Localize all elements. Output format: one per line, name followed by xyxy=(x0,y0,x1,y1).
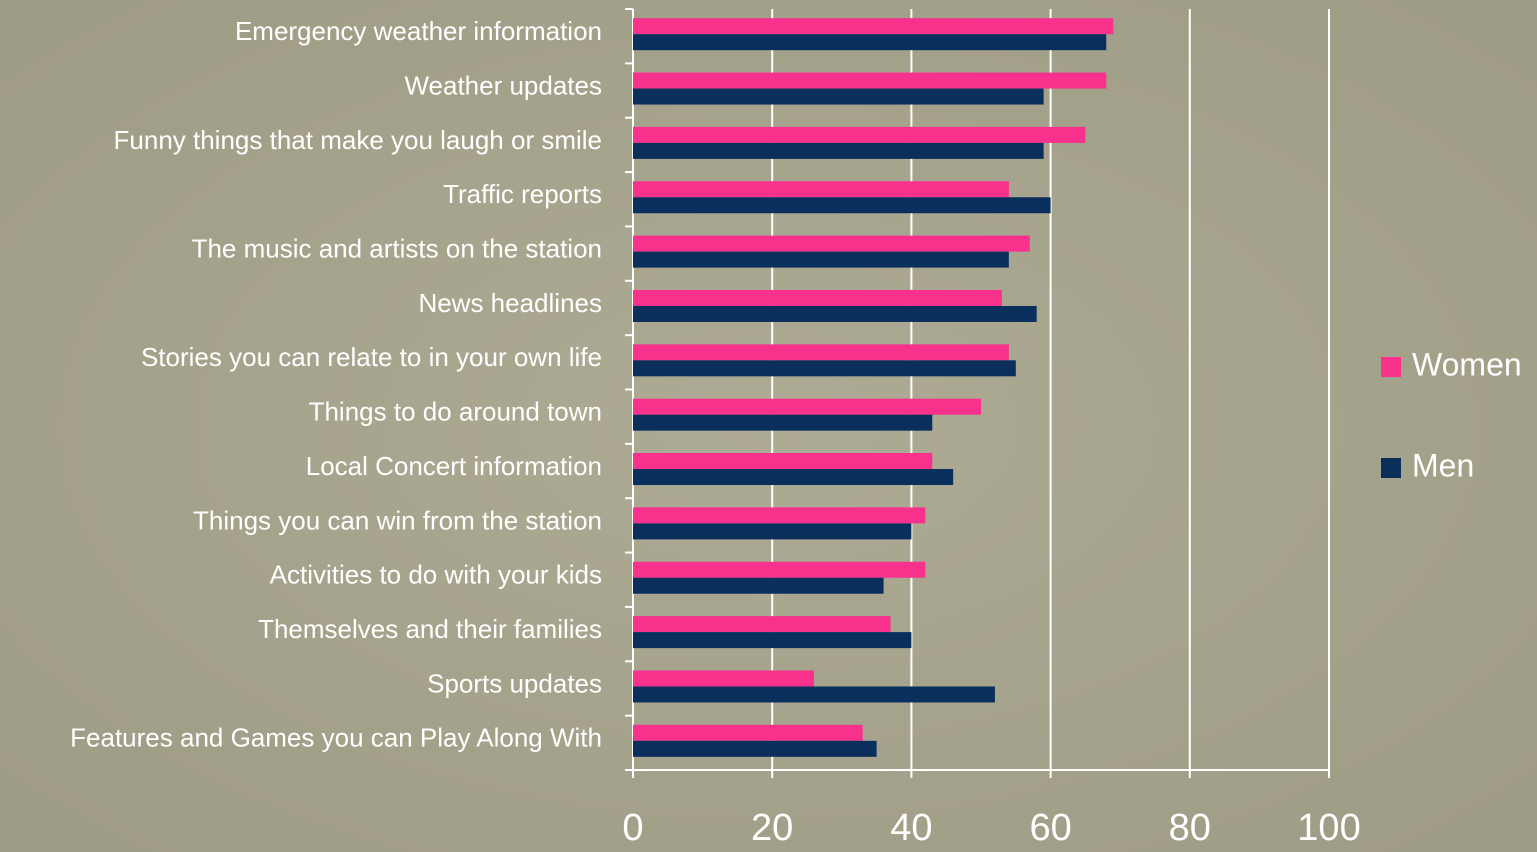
bar xyxy=(633,561,926,578)
legend-swatch xyxy=(1381,357,1401,377)
y-tick-label: Activities to do with your kids xyxy=(270,560,602,590)
x-tick-label: 100 xyxy=(1297,807,1360,849)
bar xyxy=(633,18,1114,35)
bar xyxy=(633,523,912,540)
bar xyxy=(633,670,814,687)
bar xyxy=(633,724,863,741)
bar xyxy=(633,126,1086,143)
bar xyxy=(633,235,1030,252)
bar xyxy=(633,398,981,415)
bar xyxy=(633,181,1009,198)
bar xyxy=(633,507,926,524)
bar xyxy=(633,72,1107,89)
x-tick-label: 40 xyxy=(890,807,932,849)
bar xyxy=(633,360,1016,377)
bar xyxy=(633,142,1044,159)
bar xyxy=(633,197,1051,214)
bar xyxy=(633,740,877,757)
bar xyxy=(633,344,1009,361)
bar xyxy=(633,632,912,649)
legend-label: Women xyxy=(1412,346,1522,382)
y-tick-label: Themselves and their families xyxy=(258,614,602,644)
bar xyxy=(633,414,933,431)
bar xyxy=(633,686,995,703)
x-tick-label: 20 xyxy=(751,807,793,849)
y-tick-label: The music and artists on the station xyxy=(192,233,602,263)
bar xyxy=(633,469,954,486)
y-tick-label: Things you can win from the station xyxy=(193,505,602,535)
y-tick-label: Stories you can relate to in your own li… xyxy=(141,342,602,372)
bar xyxy=(633,34,1107,51)
bar xyxy=(633,251,1009,268)
y-tick-label: Things to do around town xyxy=(309,397,602,427)
x-tick-label: 60 xyxy=(1029,807,1071,849)
bar xyxy=(633,453,933,470)
bar xyxy=(633,577,884,594)
y-tick-label: Traffic reports xyxy=(443,179,602,209)
bar xyxy=(633,616,891,633)
y-tick-label: Features and Games you can Play Along Wi… xyxy=(70,723,602,753)
bar xyxy=(633,88,1044,105)
legend-label: Men xyxy=(1412,447,1474,483)
y-tick-label: News headlines xyxy=(418,288,602,318)
legend-swatch xyxy=(1381,458,1401,478)
x-tick-label: 80 xyxy=(1169,807,1211,849)
y-tick-label: Sports updates xyxy=(427,668,602,698)
bar xyxy=(633,289,1002,306)
y-tick-label: Weather updates xyxy=(404,70,602,100)
x-tick-label: 0 xyxy=(622,807,643,849)
y-tick-label: Emergency weather information xyxy=(235,16,602,46)
bar xyxy=(633,305,1037,322)
y-tick-label: Local Concert information xyxy=(306,451,602,481)
y-tick-label: Funny things that make you laugh or smil… xyxy=(114,125,602,155)
